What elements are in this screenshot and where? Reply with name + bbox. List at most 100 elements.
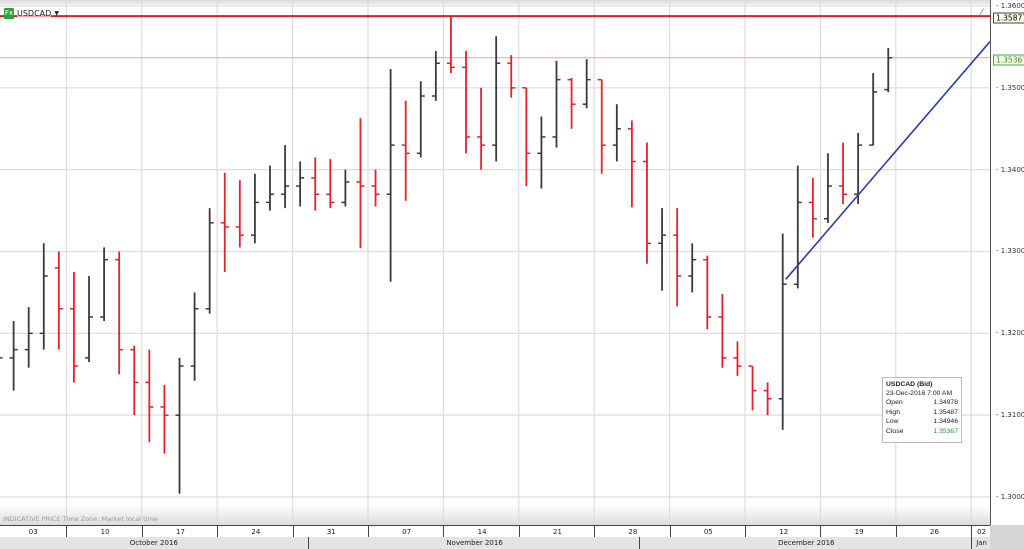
- month-label: October 2016: [129, 539, 178, 547]
- tooltip-datetime: 23-Dec-2016 7:00 AM: [886, 390, 953, 397]
- ohlc-bar: [582, 59, 591, 109]
- ohlc-bar: [658, 208, 667, 291]
- grid: [0, 0, 990, 525]
- ohlc-bar: [371, 169, 380, 207]
- ohlc-bar: [356, 118, 365, 249]
- trendline: [785, 41, 991, 280]
- price-tick-label: - 1.35000: [996, 83, 1024, 92]
- week-label: 05: [669, 526, 746, 538]
- month-label: Jan: [971, 537, 991, 549]
- tooltip-title: USDCAD (Bid): [886, 381, 933, 388]
- caret-down-icon[interactable]: ▼: [54, 9, 59, 17]
- tooltip-close-label: Close: [886, 427, 904, 435]
- resistance-price-tag: 1.35877: [993, 12, 1024, 24]
- price-tick-label: - 1.34000: [996, 165, 1024, 174]
- tooltip-low-label: Low: [886, 418, 899, 425]
- ohlc-bar: [39, 243, 48, 350]
- price-tick-label: - 1.31000: [996, 411, 1024, 420]
- axis-corner: [990, 525, 1024, 549]
- tooltip-open-label: Open: [886, 399, 903, 406]
- ohlc-bar: [220, 172, 229, 272]
- ohlc-bar: [537, 116, 546, 189]
- ohlc-bar: [205, 208, 214, 314]
- month-label: November 2016: [307, 537, 641, 549]
- ohlc-bar: [492, 36, 501, 162]
- ohlc-bar: [507, 55, 516, 98]
- week-label: 19: [820, 526, 896, 538]
- price-axis[interactable]: [990, 0, 1024, 525]
- price-tick-label: - 1.36000: [996, 2, 1024, 10]
- ohlc-bar: [763, 382, 772, 416]
- month-axis: October 2016 November 2016 December 2016 Ja…: [0, 537, 990, 549]
- symbol-selector[interactable]: Fx USDCAD ▼: [4, 7, 59, 19]
- fx-icon: Fx: [4, 7, 14, 19]
- week-label: 24: [217, 526, 293, 538]
- price-tick-label: - 1.32000: [996, 329, 1024, 338]
- price-tick-label: - 1.33000: [996, 247, 1024, 256]
- ohlc-bar: [326, 159, 335, 209]
- plot-bottom-fade: [0, 505, 990, 525]
- ohlc-bar: [748, 365, 757, 411]
- ohlc-bar: [733, 341, 742, 376]
- ohlc-bar: [250, 173, 259, 244]
- ohlc-bar: [673, 208, 682, 307]
- ohlc-bar: [24, 307, 33, 368]
- ohlc-bar: [597, 78, 606, 174]
- tooltip-high-value: 1.35487: [933, 408, 958, 416]
- week-label: 12: [745, 526, 821, 538]
- ohlc-bar: [401, 100, 410, 201]
- ohlc-bar: [145, 349, 154, 443]
- ohlc-bar: [808, 177, 817, 238]
- ohlc-bar: [431, 51, 440, 101]
- ohlc-bar: [190, 292, 199, 381]
- ohlc-bar: [703, 255, 712, 330]
- footer-note: INDICATIVE PRICE Time Zone: Market local…: [3, 515, 158, 523]
- ohlc-bar: [642, 142, 651, 264]
- week-label: 02: [971, 526, 991, 538]
- ohlc-bar: [386, 69, 395, 282]
- ohlc-bar: [175, 357, 184, 494]
- week-label: 07: [368, 526, 444, 538]
- ohlc-bar: [265, 165, 274, 211]
- ohlc-bar: [54, 251, 63, 350]
- last-price-tag: 1.35367: [993, 54, 1024, 66]
- ohlc-bar: [793, 165, 802, 289]
- ohlc-bar: [100, 247, 109, 322]
- tooltip-open-value: 1.34978: [933, 399, 958, 406]
- ohlc-bar: [462, 51, 471, 154]
- ohlc-bar: [718, 294, 727, 368]
- drawing-marker-icon[interactable]: ⁄: [981, 8, 983, 18]
- ohlc-bar: [235, 180, 244, 248]
- ohlc-bar: [130, 345, 139, 416]
- ohlc-bar: [778, 233, 787, 430]
- ohlc-bar: [296, 161, 305, 207]
- chart-top-strip: [0, 0, 990, 5]
- horizontal-lines: [0, 15, 990, 59]
- week-label: 17: [141, 526, 218, 538]
- week-label: 31: [292, 526, 369, 538]
- ohlc-bar: [627, 120, 636, 208]
- ohlc-bar: [416, 81, 425, 158]
- ohlc-bar: [477, 87, 486, 170]
- trendline-group: [785, 41, 991, 280]
- ohlc-bar: [854, 132, 863, 205]
- ohlc-bar: [839, 142, 848, 205]
- tooltip-close-value: 1.35367: [933, 427, 958, 435]
- ohlc-bar: [884, 47, 893, 93]
- ohlc-bar: [115, 251, 124, 375]
- week-label: 03: [28, 528, 38, 536]
- ohlc-bar: [446, 16, 455, 74]
- symbol-label: USDCAD: [17, 8, 52, 18]
- ohlc-bars: [0, 16, 893, 494]
- ohlc-tooltip: USDCAD (Bid) 23-Dec-2016 7:00 AM Open 1.3…: [882, 377, 962, 443]
- ohlc-bar: [341, 169, 350, 207]
- ohlc-bar: [688, 243, 697, 293]
- ohlc-bar: [160, 384, 169, 454]
- ohlc-bar: [552, 60, 561, 148]
- ohlc-bar: [522, 87, 531, 187]
- week-label: 26: [895, 526, 972, 538]
- tooltip-low-value: 1.34946: [933, 418, 958, 425]
- tooltip-high-label: High: [886, 408, 900, 416]
- week-label: 28: [594, 526, 670, 538]
